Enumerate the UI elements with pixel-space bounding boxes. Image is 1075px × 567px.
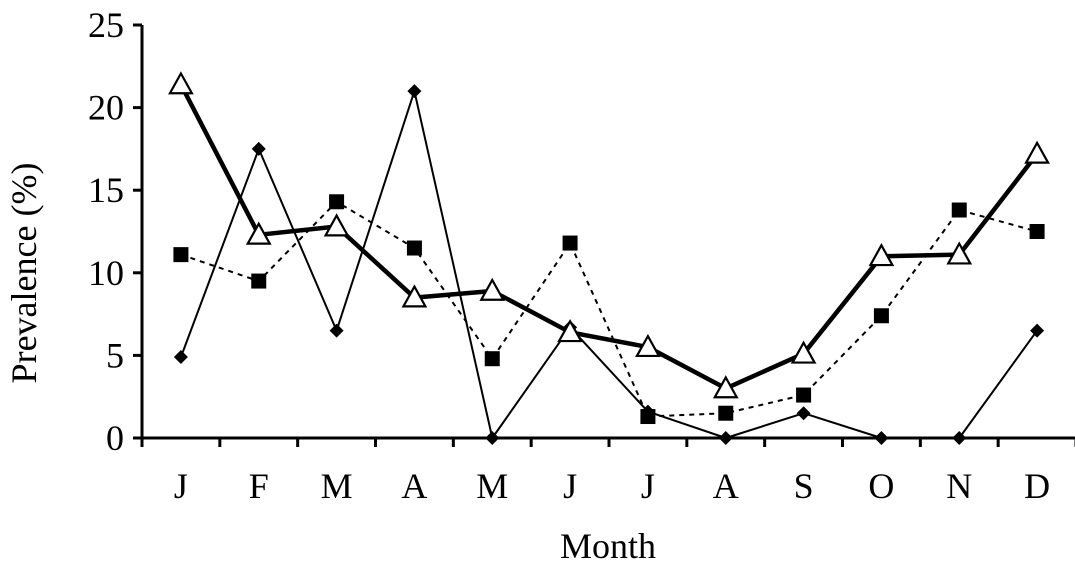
diamond-marker xyxy=(874,431,889,445)
series-3 xyxy=(168,71,1050,399)
triangle-marker xyxy=(245,221,272,245)
diamond-marker xyxy=(1030,323,1045,338)
y-tick-label: 10 xyxy=(88,253,124,293)
square-marker xyxy=(562,235,578,251)
y-axis-label: Prevalence (%) xyxy=(4,163,44,384)
square-marker xyxy=(484,351,500,367)
diamond-marker xyxy=(796,406,811,421)
square-marker xyxy=(796,387,812,403)
triangle-marker xyxy=(401,284,428,308)
x-tick-label: J xyxy=(641,466,655,506)
triangle-marker xyxy=(635,333,661,358)
triangle-marker xyxy=(868,243,895,267)
x-tick-label: A xyxy=(713,466,739,506)
triangle-marker xyxy=(557,319,583,343)
triangle-marker xyxy=(712,375,739,399)
x-tick-label: N xyxy=(946,466,972,506)
x-tick-label: S xyxy=(794,466,814,506)
diamond-marker xyxy=(952,431,967,445)
x-axis-label: Month xyxy=(560,526,656,566)
triangle-marker xyxy=(479,277,506,301)
square-marker xyxy=(951,202,967,218)
diamond-marker xyxy=(251,141,266,156)
y-tick-label: 20 xyxy=(88,88,124,128)
diamond-marker xyxy=(718,431,733,445)
y-axis-ticks: 0 5 10 15 20 25 xyxy=(88,5,142,458)
y-tick-label: 25 xyxy=(88,5,124,45)
x-tick-label: J xyxy=(174,466,188,506)
square-marker xyxy=(873,308,889,324)
diamond-marker xyxy=(173,350,188,365)
x-tick-label: M xyxy=(476,466,508,506)
square-marker xyxy=(406,240,422,256)
series-line xyxy=(180,200,1038,418)
diamond-marker xyxy=(407,84,422,99)
square-marker xyxy=(718,405,734,421)
series-line xyxy=(179,90,1038,439)
square-marker xyxy=(251,273,267,289)
series-line xyxy=(178,83,1039,391)
diamond-marker xyxy=(329,323,344,338)
x-tick-label: F xyxy=(249,466,269,506)
x-tick-label: A xyxy=(401,466,427,506)
x-tick-label: D xyxy=(1024,466,1050,506)
y-tick-label: 5 xyxy=(106,335,124,375)
series-2 xyxy=(173,194,1045,425)
y-tick-label: 0 xyxy=(106,418,124,458)
diamond-marker xyxy=(485,431,500,445)
triangle-marker xyxy=(790,340,817,364)
triangle-marker xyxy=(946,241,973,265)
x-tick-label: J xyxy=(563,466,577,506)
square-marker xyxy=(640,409,656,425)
square-marker xyxy=(1029,224,1045,239)
x-tick-label: M xyxy=(321,466,353,506)
triangle-marker xyxy=(1024,140,1050,164)
x-tick-label: O xyxy=(868,466,894,506)
series-1 xyxy=(173,84,1045,445)
square-marker xyxy=(173,247,189,263)
triangle-marker xyxy=(168,71,194,95)
triangle-marker xyxy=(323,213,350,237)
square-marker xyxy=(329,194,345,210)
y-tick-label: 15 xyxy=(88,170,124,210)
series-layer xyxy=(168,71,1050,445)
